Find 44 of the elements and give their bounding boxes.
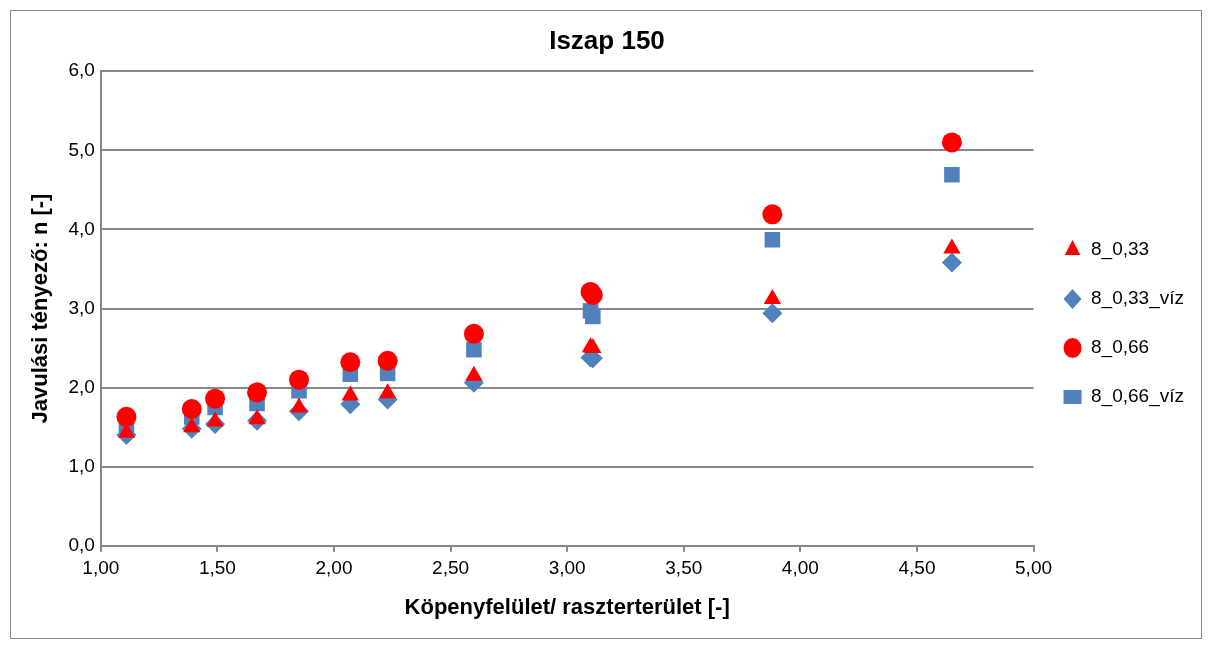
point — [463, 323, 484, 344]
point — [378, 383, 397, 399]
y-tick-label: 0,0 — [68, 534, 95, 556]
x-tick-label: 4,50 — [898, 557, 936, 579]
point — [289, 369, 310, 390]
point — [941, 132, 962, 153]
point — [466, 341, 482, 358]
legend-label: 8_0,33_víz — [1091, 287, 1185, 310]
point — [764, 231, 781, 248]
point — [763, 289, 782, 305]
y-tick-label: 6,0 — [68, 59, 95, 81]
point — [585, 308, 601, 325]
x-tick-label: 5,00 — [1015, 557, 1053, 579]
legend-label: 8_0,33 — [1091, 238, 1150, 261]
x-tick-label: 4,00 — [781, 557, 819, 579]
x-axis-title: Köpenyfelület/ raszterterület [-] — [404, 593, 730, 619]
point — [183, 417, 201, 433]
x-tick-label: 3,00 — [548, 557, 586, 579]
x-tick-label: 1,00 — [82, 557, 120, 579]
point — [762, 303, 783, 324]
point — [290, 397, 308, 413]
point — [762, 204, 783, 225]
point — [205, 388, 226, 409]
y-tick-label: 1,0 — [68, 454, 95, 476]
y-tick-label: 2,0 — [68, 375, 95, 397]
x-tick-label: 3,50 — [665, 557, 703, 579]
legend-label: 8_0,66 — [1091, 336, 1150, 359]
chart-title: Iszap 150 — [549, 24, 665, 55]
point — [941, 252, 962, 273]
point — [116, 406, 137, 427]
x-tick-label: 2,00 — [315, 557, 353, 579]
point — [247, 382, 268, 403]
point — [377, 350, 398, 371]
x-tick-label: 2,50 — [432, 557, 470, 579]
legend-label: 8_0,66_víz — [1091, 385, 1185, 408]
y-tick-label: 3,0 — [68, 296, 95, 318]
x-tick-label: 1,50 — [198, 557, 236, 579]
point — [340, 352, 361, 373]
y-axis-title: Javulási tényező: n [-] — [27, 193, 53, 424]
point — [944, 167, 960, 183]
y-tick-label: 4,0 — [68, 217, 95, 239]
point — [181, 398, 202, 419]
point — [248, 409, 266, 425]
y-tick-label: 5,0 — [68, 138, 95, 160]
